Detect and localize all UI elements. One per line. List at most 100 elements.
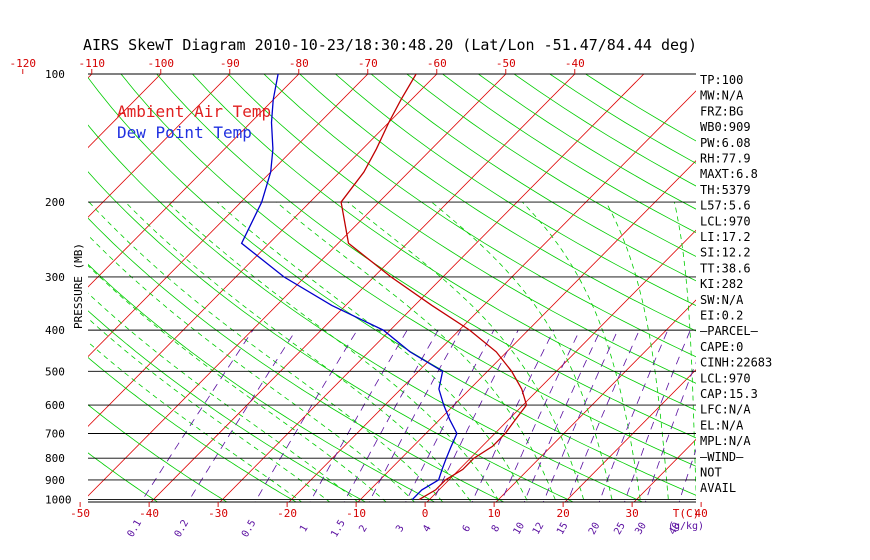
dry-adiabat-line xyxy=(156,74,696,439)
mixing-ratio-label: 30 xyxy=(633,521,649,537)
isotherm-line xyxy=(88,74,438,427)
mixing-ratio-line xyxy=(678,448,696,502)
index-label: LCL:970 xyxy=(700,214,751,228)
index-label: CINH:22683 xyxy=(700,356,772,370)
mixing-ratio-label: 0.1 xyxy=(126,518,145,539)
pressure-tick-label: 500 xyxy=(45,365,65,378)
mixing-ratio-line xyxy=(368,329,462,502)
mixing-ratio-label: 4 xyxy=(421,523,434,534)
dry-adiabat-line xyxy=(335,74,696,307)
index-label: PW:6.08 xyxy=(700,136,751,150)
mixing-ratio-label: 10 xyxy=(512,521,528,537)
moist-adiabat-line xyxy=(125,201,472,502)
ambient-air-temp-line xyxy=(340,74,528,500)
moist-adiabat-line xyxy=(674,202,696,502)
index-label: EI:0.2 xyxy=(700,309,743,323)
top-temp-tick-label: -60 xyxy=(427,57,447,70)
mixing-ratio-label: 8 xyxy=(490,523,503,534)
index-label: SW:N/A xyxy=(700,293,744,307)
isotherm-line xyxy=(564,369,696,502)
dry-adiabat-line xyxy=(88,124,644,502)
top-temp-tick-label: -100 xyxy=(148,57,175,70)
index-label: –PARCEL– xyxy=(700,324,759,338)
isotherm-line xyxy=(88,74,300,288)
profiles xyxy=(240,74,528,500)
index-label: TH:5379 xyxy=(700,183,751,197)
dry-adiabat-line xyxy=(88,356,297,502)
chart-title: AIRS SkewT Diagram 2010-10-23/18:30:48.2… xyxy=(83,36,697,54)
index-label: CAP:15.3 xyxy=(700,387,758,401)
index-label: LI:17.2 xyxy=(700,230,751,244)
x-axis-unit-label: T(C) xyxy=(673,507,700,520)
isotherm-line xyxy=(357,160,696,502)
mixing-ratio-label: 1.5 xyxy=(329,518,348,539)
mixing-ratio-line xyxy=(523,329,601,502)
isotherm-line xyxy=(766,65,870,509)
legend-ambient-air-temp: Ambient Air Temp xyxy=(117,102,271,121)
index-label: SI:12.2 xyxy=(700,246,751,260)
dry-adiabat-line xyxy=(370,74,696,282)
top-temp-tick-label: -70 xyxy=(358,57,378,70)
isotherm-line xyxy=(88,74,369,358)
top-temp-tick-label: -120 xyxy=(10,57,37,70)
index-label: L57:5.6 xyxy=(700,199,751,213)
bottom-temp-tick-label: -50 xyxy=(70,507,90,520)
isotherm-line xyxy=(88,74,231,218)
pressure-tick-label: 1000 xyxy=(45,493,72,506)
isotherm-line xyxy=(495,299,696,502)
mixing-ratio-label: 0.2 xyxy=(173,518,192,539)
mixing-ratio-line xyxy=(343,329,439,502)
bottom-temp-tick-label: -10 xyxy=(346,507,366,520)
legend-dew-point-temp: Dew Point Temp xyxy=(117,123,252,142)
top-temp-tick-label: -110 xyxy=(79,57,106,70)
mixing-ratio-line xyxy=(567,329,640,502)
dry-adiabat-line xyxy=(406,74,696,257)
dew-point-temp-line xyxy=(240,74,458,500)
bottom-temp-tick-label: 0 xyxy=(422,507,429,520)
stability-indices: TP:100MW:N/AFRZ:BGWB0:909PW:6.08RH:77.9M… xyxy=(700,73,772,495)
dry-adiabat-line xyxy=(478,74,696,210)
mixing-ratio-line xyxy=(645,361,696,502)
dry-adiabat-line xyxy=(88,452,159,502)
mixing-ratio-label: 25 xyxy=(612,521,628,537)
y-axis-label: PRESSURE (MB) xyxy=(72,243,85,329)
mixing-ratio-label: 20 xyxy=(587,521,603,537)
index-label: NOT xyxy=(700,466,722,480)
top-temp-tick-label: -80 xyxy=(289,57,309,70)
mixing-ratio-line xyxy=(140,329,254,502)
mixing-ratio-label: 12 xyxy=(531,521,547,537)
index-label: EL:N/A xyxy=(700,418,744,432)
mixing-ratio-label: 6 xyxy=(461,523,474,534)
index-label: MW:N/A xyxy=(700,89,744,103)
index-label: MAXT:6.8 xyxy=(700,167,758,181)
mixing-ratio-line xyxy=(405,329,495,502)
pressure-tick-label: 800 xyxy=(45,452,65,465)
moist-adiabat-line xyxy=(347,201,585,502)
mixing-ratio-line xyxy=(624,329,691,502)
isotherm-line xyxy=(0,65,32,509)
moist-adiabat-line xyxy=(88,234,415,502)
moist-adiabat-line xyxy=(88,341,303,502)
isotherm-line xyxy=(88,74,162,149)
mixing-ratio-line xyxy=(432,329,519,502)
dry-adiabat-line xyxy=(263,74,696,358)
moist-adiabat-line xyxy=(216,201,529,502)
index-label: LCL:970 xyxy=(700,371,751,385)
bottom-temp-tick-label: 20 xyxy=(556,507,569,520)
moist-adiabat-line xyxy=(88,201,444,502)
index-label: LFC:N/A xyxy=(700,403,751,417)
dry-adiabat-line xyxy=(192,74,696,411)
mixing-ratio-label: 1 xyxy=(298,523,311,534)
dry-adiabat-line xyxy=(88,404,228,502)
pressure-tick-label: 100 xyxy=(45,68,65,81)
mixing-ratio-line xyxy=(309,329,408,502)
top-temp-tick-label: -40 xyxy=(565,57,585,70)
bottom-temp-tick-label: -30 xyxy=(208,507,228,520)
top-temp-tick-label: -50 xyxy=(496,57,516,70)
bottom-temp-tick-label: -40 xyxy=(139,507,159,520)
bottom-temp-tick-label: 30 xyxy=(625,507,638,520)
index-label: WB0:909 xyxy=(700,120,751,134)
pressure-tick-label: 900 xyxy=(45,474,65,487)
